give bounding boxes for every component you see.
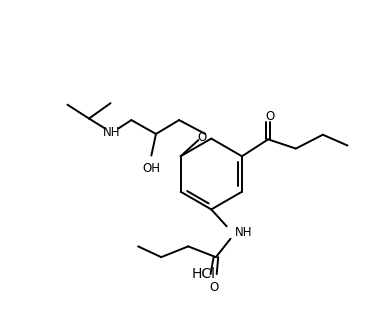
Text: HCl: HCl: [192, 267, 216, 281]
Text: OH: OH: [142, 162, 160, 175]
Text: NH: NH: [235, 226, 252, 239]
Text: O: O: [210, 281, 219, 294]
Text: NH: NH: [103, 126, 121, 139]
Text: O: O: [198, 130, 207, 144]
Text: O: O: [265, 110, 274, 123]
